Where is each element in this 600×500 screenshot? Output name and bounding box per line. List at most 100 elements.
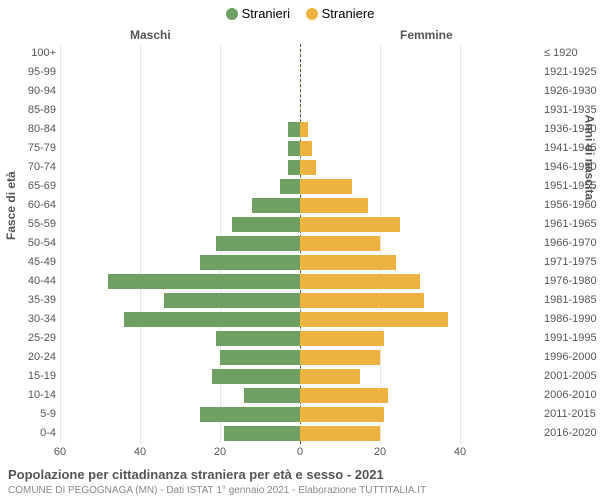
pyramid-row: 65-691951-1955 [60, 177, 540, 196]
bar-male [232, 217, 300, 232]
bar-female [300, 160, 316, 175]
birth-label: 1981-1985 [544, 291, 600, 310]
col-header-maschi: Maschi [130, 28, 171, 42]
age-label: 90-94 [12, 82, 56, 101]
bar-female [300, 141, 312, 156]
pyramid-row: 15-192001-2005 [60, 367, 540, 386]
birth-label: 1956-1960 [544, 196, 600, 215]
birth-label: 1936-1940 [544, 120, 600, 139]
chart-subtitle: COMUNE DI PEGOGNAGA (MN) - Dati ISTAT 1°… [8, 485, 592, 496]
bar-female [300, 274, 420, 289]
bar-female [300, 331, 384, 346]
age-label: 45-49 [12, 253, 56, 272]
bar-male [252, 198, 300, 213]
birth-label: 2011-2015 [544, 405, 600, 424]
pyramid-row: 85-891931-1935 [60, 101, 540, 120]
col-header-femmine: Femmine [400, 28, 453, 42]
bar-male [244, 388, 300, 403]
birth-label: 1941-1945 [544, 139, 600, 158]
age-label: 0-4 [12, 424, 56, 443]
age-label: 70-74 [12, 158, 56, 177]
birth-label: 2016-2020 [544, 424, 600, 443]
pyramid-row: 70-741946-1950 [60, 158, 540, 177]
x-tick: 0 [297, 446, 303, 458]
bar-male [288, 141, 300, 156]
age-label: 85-89 [12, 101, 56, 120]
birth-label: 1976-1980 [544, 272, 600, 291]
legend-label-stranieri: Stranieri [242, 6, 290, 21]
bar-male [224, 426, 300, 441]
x-tick: 20 [214, 446, 226, 458]
bar-male [200, 407, 300, 422]
pyramid-row: 50-541966-1970 [60, 234, 540, 253]
age-label: 25-29 [12, 329, 56, 348]
pyramid-row: 95-991921-1925 [60, 63, 540, 82]
legend-item-straniere: Straniere [306, 6, 375, 21]
bar-male [200, 255, 300, 270]
legend: Stranieri Straniere [0, 6, 600, 23]
bar-female [300, 236, 380, 251]
birth-label: 1996-2000 [544, 348, 600, 367]
age-label: 35-39 [12, 291, 56, 310]
pyramid-row: 100+≤ 1920 [60, 44, 540, 63]
birth-label: 1971-1975 [544, 253, 600, 272]
x-tick: 40 [454, 446, 466, 458]
age-label: 80-84 [12, 120, 56, 139]
pyramid-row: 5-92011-2015 [60, 405, 540, 424]
bar-female [300, 122, 308, 137]
bar-female [300, 388, 388, 403]
bar-male [216, 236, 300, 251]
birth-label: 1951-1955 [544, 177, 600, 196]
pyramid-row: 20-241996-2000 [60, 348, 540, 367]
bar-male [280, 179, 300, 194]
legend-swatch-straniere [306, 8, 318, 20]
age-label: 65-69 [12, 177, 56, 196]
birth-label: 1946-1950 [544, 158, 600, 177]
age-label: 60-64 [12, 196, 56, 215]
bar-male [108, 274, 300, 289]
pyramid-row: 75-791941-1945 [60, 139, 540, 158]
birth-label: 1961-1965 [544, 215, 600, 234]
bar-male [216, 331, 300, 346]
legend-swatch-stranieri [226, 8, 238, 20]
bar-female [300, 198, 368, 213]
plot-area: 100+≤ 192095-991921-192590-941926-193085… [60, 44, 540, 444]
pyramid-row: 60-641956-1960 [60, 196, 540, 215]
bar-male [164, 293, 300, 308]
age-label: 75-79 [12, 139, 56, 158]
pyramid-row: 90-941926-1930 [60, 82, 540, 101]
bar-female [300, 293, 424, 308]
pyramid-row: 80-841936-1940 [60, 120, 540, 139]
age-label: 10-14 [12, 386, 56, 405]
birth-label: ≤ 1920 [544, 44, 600, 63]
age-label: 55-59 [12, 215, 56, 234]
birth-label: 1991-1995 [544, 329, 600, 348]
x-tick: 60 [54, 446, 66, 458]
pyramid-row: 45-491971-1975 [60, 253, 540, 272]
bar-male [288, 122, 300, 137]
bar-female [300, 426, 380, 441]
x-tick: 20 [374, 446, 386, 458]
pyramid-row: 30-341986-1990 [60, 310, 540, 329]
bar-female [300, 369, 360, 384]
x-tick: 40 [134, 446, 146, 458]
pyramid-row: 10-142006-2010 [60, 386, 540, 405]
pyramid-row: 25-291991-1995 [60, 329, 540, 348]
age-label: 5-9 [12, 405, 56, 424]
birth-label: 1966-1970 [544, 234, 600, 253]
age-label: 50-54 [12, 234, 56, 253]
age-label: 15-19 [12, 367, 56, 386]
bar-female [300, 255, 396, 270]
population-pyramid-chart: Stranieri Straniere Maschi Femmine Fasce… [0, 0, 600, 500]
birth-label: 1921-1925 [544, 63, 600, 82]
pyramid-row: 35-391981-1985 [60, 291, 540, 310]
birth-label: 2001-2005 [544, 367, 600, 386]
bar-female [300, 312, 448, 327]
bar-female [300, 350, 380, 365]
age-label: 20-24 [12, 348, 56, 367]
birth-label: 1986-1990 [544, 310, 600, 329]
legend-item-stranieri: Stranieri [226, 6, 290, 21]
bar-male [212, 369, 300, 384]
bar-female [300, 179, 352, 194]
age-label: 40-44 [12, 272, 56, 291]
